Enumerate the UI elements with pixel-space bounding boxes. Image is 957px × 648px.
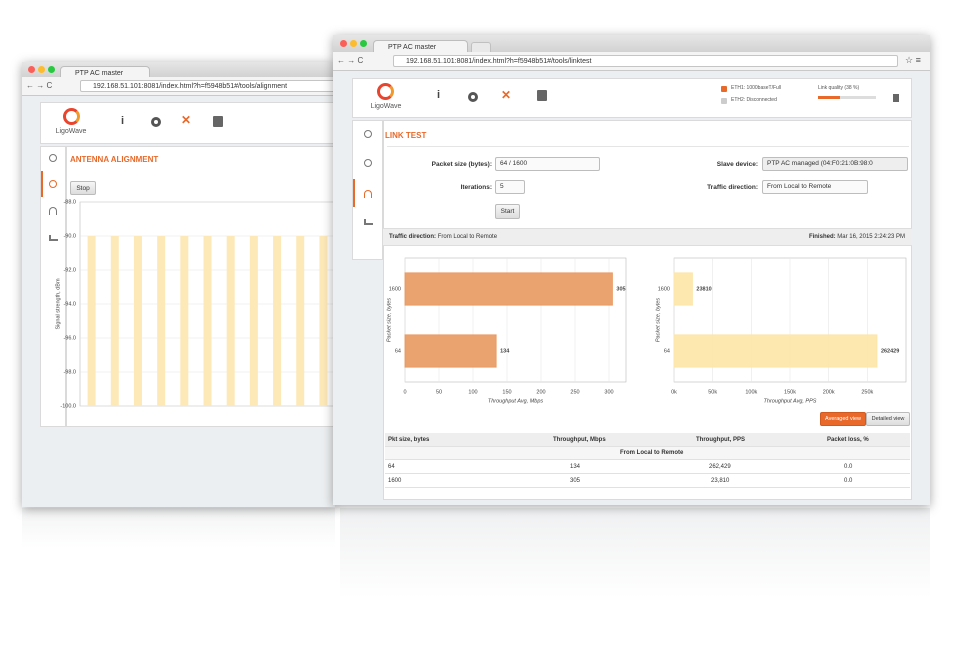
status-finished: Finished: Mar 16, 2015 2:24:23 PM — [809, 234, 905, 240]
table-cell: 23,810 — [711, 478, 730, 484]
table-row — [385, 474, 910, 488]
logo: LigoWave — [55, 128, 87, 135]
finished-value: Mar 16, 2015 2:24:23 PM — [837, 234, 905, 240]
heading: LINK TEST — [385, 131, 427, 140]
tab[interactable]: PTP AC master — [373, 40, 468, 52]
table-group-row — [385, 447, 910, 460]
logo-icon — [377, 83, 394, 100]
sidebar-active — [41, 171, 43, 197]
detailed-view-button[interactable]: Detailed view — [866, 412, 910, 426]
tools-icon[interactable]: ✕ — [181, 113, 192, 127]
new-tab[interactable] — [471, 42, 491, 53]
status-direction-value: From Local to Remote — [437, 234, 498, 240]
main-panel: ANTENNA ALIGNMENT Stop — [66, 146, 335, 427]
device-icon[interactable] — [537, 90, 547, 101]
status-direction: Traffic direction: From Local to Remote — [389, 234, 497, 240]
stats-icon[interactable] — [364, 219, 373, 225]
table-cell: 1600 — [388, 478, 402, 484]
info-icon[interactable]: i — [121, 115, 125, 127]
iterations-select[interactable]: 5 — [495, 180, 525, 194]
eth2-icon — [721, 98, 727, 104]
heading: ANTENNA ALIGNMENT — [70, 155, 159, 164]
slave-field: PTP AC managed (04:F0:21:0B:98:0 — [762, 157, 908, 171]
iterations-label: Iterations: — [460, 184, 492, 191]
settings-icon[interactable] — [151, 117, 161, 127]
table-header: Throughput, Mbps — [553, 437, 606, 443]
browser-window: PTP AC master ← → C 192.168.51.101:8081/… — [22, 62, 335, 507]
slave-label: Slave device: — [716, 161, 758, 168]
maximize[interactable] — [360, 40, 367, 47]
logout-icon[interactable] — [893, 94, 899, 102]
reflection — [22, 508, 335, 548]
reflection — [340, 508, 930, 598]
browser-window: PTP AC master ← → C 192.168.51.101:8081/… — [333, 35, 930, 505]
header: LigoWave i ✕ — [40, 102, 335, 144]
settings-icon[interactable] — [468, 92, 478, 102]
info-icon[interactable]: i — [437, 89, 441, 101]
menu-icon[interactable]: ☆ ≡ — [905, 55, 921, 65]
address-bar: ← → C 192.168.51.101:8081/index.html?h=f… — [333, 52, 930, 71]
direction-label: Traffic direction: — [707, 184, 758, 191]
url[interactable]: 192.168.51.101:8081/index.html?h=f5948b5… — [80, 80, 335, 92]
eth2: ETH2: Disconnected — [731, 97, 777, 103]
nav-buttons[interactable]: ← → C — [26, 81, 53, 90]
finished-label: Finished: — [808, 234, 836, 240]
logo-icon — [63, 108, 80, 125]
speed-icon[interactable] — [49, 207, 57, 215]
sidebar-active — [353, 179, 355, 207]
search-icon[interactable] — [364, 130, 372, 138]
packet-size-select[interactable]: 64 / 1600 — [495, 157, 600, 171]
averaged-view-button[interactable]: Averaged view — [820, 412, 866, 426]
eth1-icon — [721, 86, 727, 92]
status-banner — [383, 228, 912, 246]
eth1: ETH1: 1000baseT/Full — [731, 85, 782, 91]
device-icon[interactable] — [213, 116, 223, 127]
url[interactable]: 192.168.51.101:8081/index.html?h=f5948b5… — [393, 55, 898, 67]
tools-icon[interactable]: ✕ — [501, 88, 512, 102]
table-header: Pkt size, bytes — [388, 437, 430, 443]
table-header: Throughput, PPS — [696, 437, 745, 443]
header: LigoWave i ✕ ETH1: 1000baseT/Full ETH2: … — [352, 78, 912, 118]
table-cell: 262,429 — [709, 464, 731, 470]
packet-size-label: Packet size (bytes): — [431, 161, 492, 168]
link-quality-bar — [818, 96, 841, 99]
minimize[interactable] — [38, 66, 45, 73]
table-cell: 0.0 — [844, 478, 853, 484]
table-cell: 134 — [570, 464, 581, 470]
table-header-row — [385, 433, 910, 447]
close[interactable] — [340, 40, 347, 47]
title-bar: PTP AC master — [333, 35, 930, 53]
status-direction-label: Traffic direction: — [389, 234, 437, 240]
link-quality-track — [818, 96, 876, 99]
title-bar: PTP AC master — [22, 62, 335, 77]
logo: LigoWave — [370, 103, 402, 110]
link-quality: Link quality (38 %) — [818, 85, 860, 91]
speed-icon[interactable] — [364, 190, 372, 198]
table-cell: 305 — [570, 478, 581, 484]
alignment-icon[interactable] — [364, 159, 372, 167]
sidebar — [352, 120, 383, 260]
heading-rule — [387, 146, 909, 147]
table-cell: 64 — [388, 464, 395, 470]
nav-buttons[interactable]: ← → C — [337, 56, 364, 65]
alignment-icon[interactable] — [49, 180, 57, 188]
direction-select[interactable]: From Local to Remote — [762, 180, 868, 194]
maximize[interactable] — [48, 66, 55, 73]
address-bar: ← → C 192.168.51.101:8081/index.html?h=f… — [22, 77, 335, 96]
start-button[interactable]: Start — [495, 204, 520, 219]
table-header: Packet loss, % — [827, 437, 869, 443]
search-icon[interactable] — [49, 154, 57, 162]
sidebar — [40, 146, 66, 427]
table-group: From Local to Remote — [620, 450, 684, 456]
stop-button[interactable]: Stop — [70, 181, 96, 195]
table-cell: 0.0 — [844, 464, 853, 470]
stats-icon[interactable] — [49, 235, 58, 241]
close[interactable] — [28, 66, 35, 73]
table-row — [385, 460, 910, 474]
minimize[interactable] — [350, 40, 357, 47]
tab[interactable]: PTP AC master — [60, 66, 150, 77]
